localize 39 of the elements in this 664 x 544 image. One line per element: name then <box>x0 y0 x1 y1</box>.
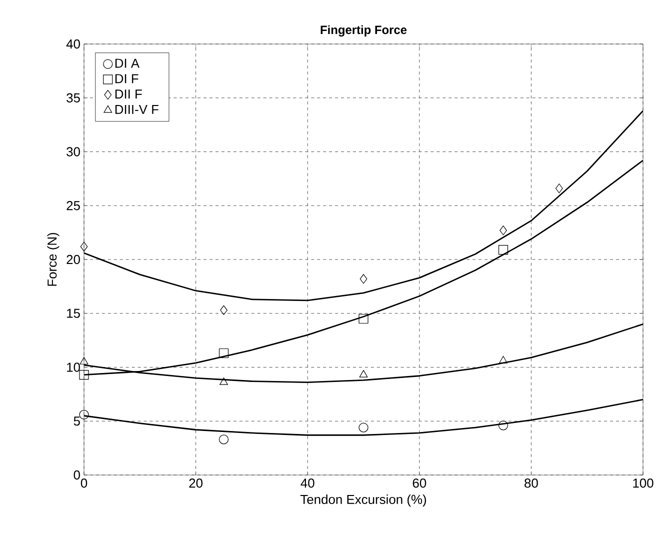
y-tick-label: 40 <box>66 39 80 49</box>
point <box>498 245 508 255</box>
y-tick-label: 0 <box>74 470 80 480</box>
y-tick-label: 35 <box>66 93 80 102</box>
legend-label: DI A <box>115 58 140 68</box>
point <box>555 184 563 194</box>
x-tick-label: 40 <box>300 478 314 488</box>
point <box>499 356 508 364</box>
point <box>80 242 88 252</box>
point <box>218 348 229 358</box>
legend-label: DII F <box>115 90 142 99</box>
x-tick-label: 80 <box>524 478 538 488</box>
chart-title: Fingertip Force <box>320 25 407 36</box>
point <box>360 274 368 284</box>
legend-label: DIII-V F <box>115 104 158 114</box>
legend-label: DI F <box>115 74 138 84</box>
y-tick-label: 25 <box>66 201 80 210</box>
point <box>358 314 368 324</box>
x-tick-label: 60 <box>412 478 426 488</box>
y-tick-label: 10 <box>67 362 80 372</box>
point <box>220 378 228 385</box>
point <box>220 305 228 315</box>
y-tick-label: 30 <box>66 147 80 156</box>
point <box>79 410 89 420</box>
point <box>500 226 507 236</box>
point <box>498 420 508 430</box>
y-axis-title: Force (N) <box>47 232 60 286</box>
y-tick-label: 20 <box>66 254 80 264</box>
y-tick-label: 15 <box>67 308 80 318</box>
point <box>359 370 368 378</box>
x-tick-label: 20 <box>189 478 203 488</box>
point <box>80 357 88 364</box>
x-tick-label: 100 <box>633 478 654 488</box>
y-tick-label: 5 <box>74 416 80 426</box>
x-tick-label: 0 <box>80 478 88 488</box>
point <box>218 434 229 444</box>
point <box>358 422 368 432</box>
x-axis-title: Tendon Excursion (%) <box>300 494 426 507</box>
point <box>79 370 89 380</box>
